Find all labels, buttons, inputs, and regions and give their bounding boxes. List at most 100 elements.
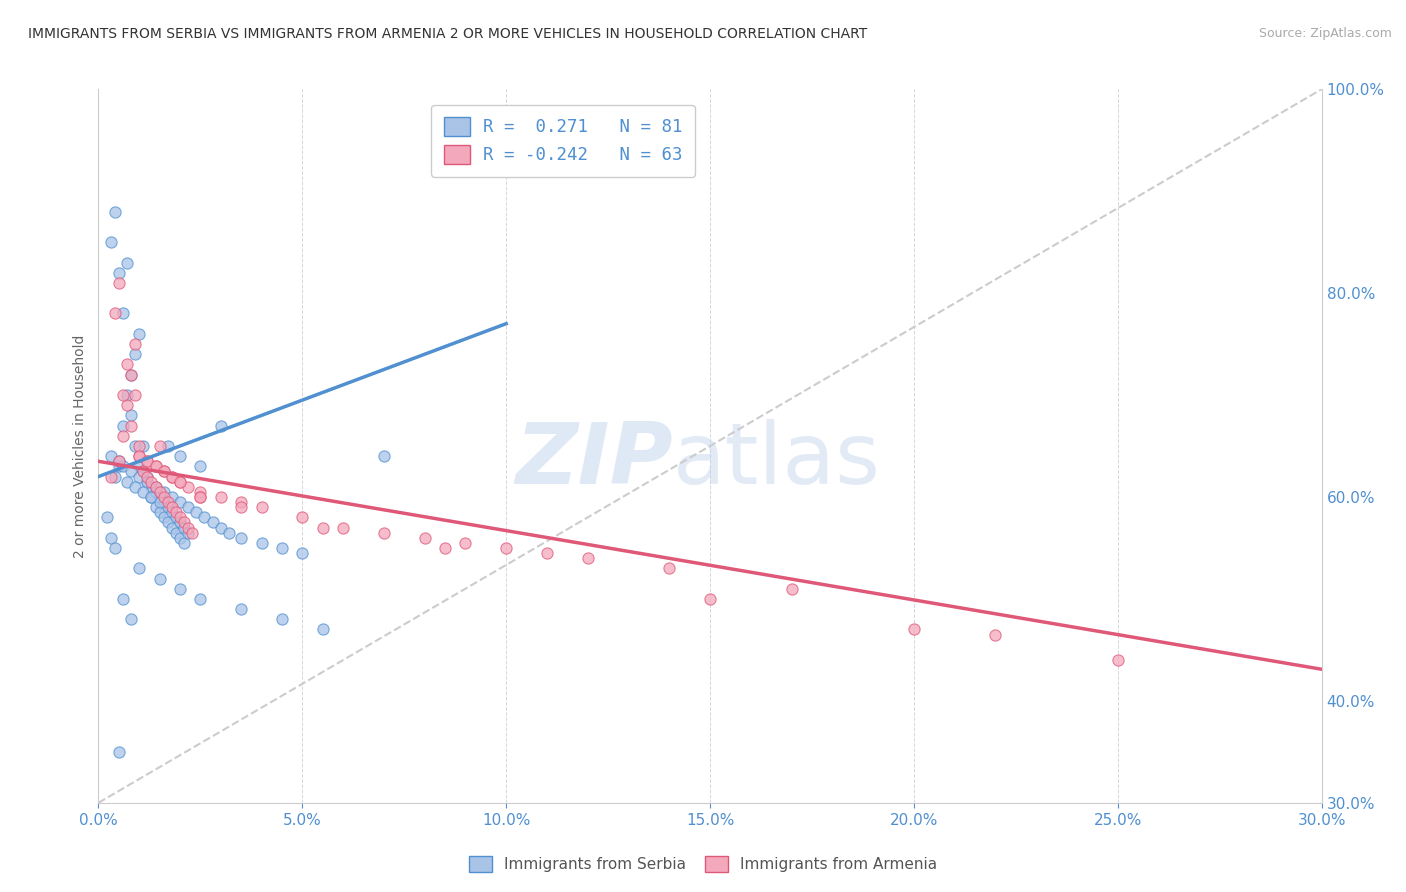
Point [188, 591, 212, 606]
Point [231, 531, 253, 545]
Point [231, 602, 253, 616]
Point [201, 516, 224, 530]
Point [128, 326, 150, 341]
Point [108, 454, 131, 468]
Point [141, 475, 163, 489]
Point [270, 541, 294, 555]
Point [312, 623, 335, 637]
Point [291, 546, 314, 560]
Point [100, 449, 122, 463]
Point [169, 531, 191, 545]
Point [188, 484, 212, 499]
Point [250, 500, 273, 515]
Point [132, 484, 155, 499]
Point [128, 439, 150, 453]
Point [156, 439, 179, 453]
Point [108, 266, 131, 280]
Point [145, 459, 167, 474]
Point [536, 546, 558, 560]
Legend: Immigrants from Serbia, Immigrants from Armenia: Immigrants from Serbia, Immigrants from … [461, 848, 945, 880]
Point [454, 536, 477, 550]
Point [141, 490, 163, 504]
Point [152, 495, 174, 509]
Point [160, 505, 183, 519]
Point [169, 449, 191, 463]
Point [136, 475, 159, 489]
Point [136, 469, 159, 483]
Point [108, 454, 131, 468]
Point [108, 459, 131, 474]
Point [145, 480, 167, 494]
Point [173, 520, 195, 534]
Point [1107, 653, 1129, 667]
Point [111, 459, 134, 474]
Point [373, 525, 395, 540]
Point [149, 505, 172, 519]
Point [576, 551, 599, 566]
Text: Source: ZipAtlas.com: Source: ZipAtlas.com [1258, 27, 1392, 40]
Point [193, 510, 215, 524]
Point [120, 409, 142, 423]
Point [169, 516, 191, 530]
Point [413, 531, 436, 545]
Legend: R =  0.271   N = 81, R = -0.242   N = 63: R = 0.271 N = 81, R = -0.242 N = 63 [432, 105, 695, 177]
Point [658, 561, 681, 575]
Point [373, 449, 395, 463]
Point [149, 490, 172, 504]
Point [181, 525, 204, 540]
Point [145, 500, 167, 515]
Point [209, 520, 232, 534]
Point [169, 510, 191, 524]
Point [152, 490, 174, 504]
Point [312, 520, 335, 534]
Point [132, 465, 155, 479]
Point [132, 439, 155, 453]
Point [165, 510, 187, 524]
Point [115, 398, 138, 412]
Point [120, 368, 142, 382]
Point [291, 510, 314, 524]
Point [115, 255, 138, 269]
Point [209, 418, 232, 433]
Point [177, 520, 200, 534]
Point [332, 520, 354, 534]
Point [128, 561, 150, 575]
Point [160, 490, 183, 504]
Point [165, 505, 187, 519]
Point [136, 454, 159, 468]
Point [145, 484, 167, 499]
Point [100, 235, 122, 249]
Point [124, 439, 146, 453]
Point [152, 465, 174, 479]
Point [149, 439, 172, 453]
Point [173, 536, 195, 550]
Point [111, 591, 134, 606]
Point [160, 469, 183, 483]
Point [111, 418, 134, 433]
Point [270, 612, 294, 626]
Point [160, 469, 183, 483]
Point [128, 459, 150, 474]
Point [111, 429, 134, 443]
Point [495, 541, 517, 555]
Point [124, 480, 146, 494]
Point [115, 388, 138, 402]
Point [104, 469, 127, 483]
Point [188, 459, 212, 474]
Point [120, 368, 142, 382]
Point [169, 475, 191, 489]
Point [128, 469, 150, 483]
Point [120, 465, 142, 479]
Point [124, 337, 146, 351]
Point [96, 510, 118, 524]
Point [231, 500, 253, 515]
Point [149, 572, 172, 586]
Point [145, 480, 167, 494]
Point [209, 490, 232, 504]
Point [108, 276, 131, 290]
Point [165, 525, 187, 540]
Point [250, 536, 273, 550]
Point [173, 516, 195, 530]
Point [111, 388, 134, 402]
Point [177, 480, 200, 494]
